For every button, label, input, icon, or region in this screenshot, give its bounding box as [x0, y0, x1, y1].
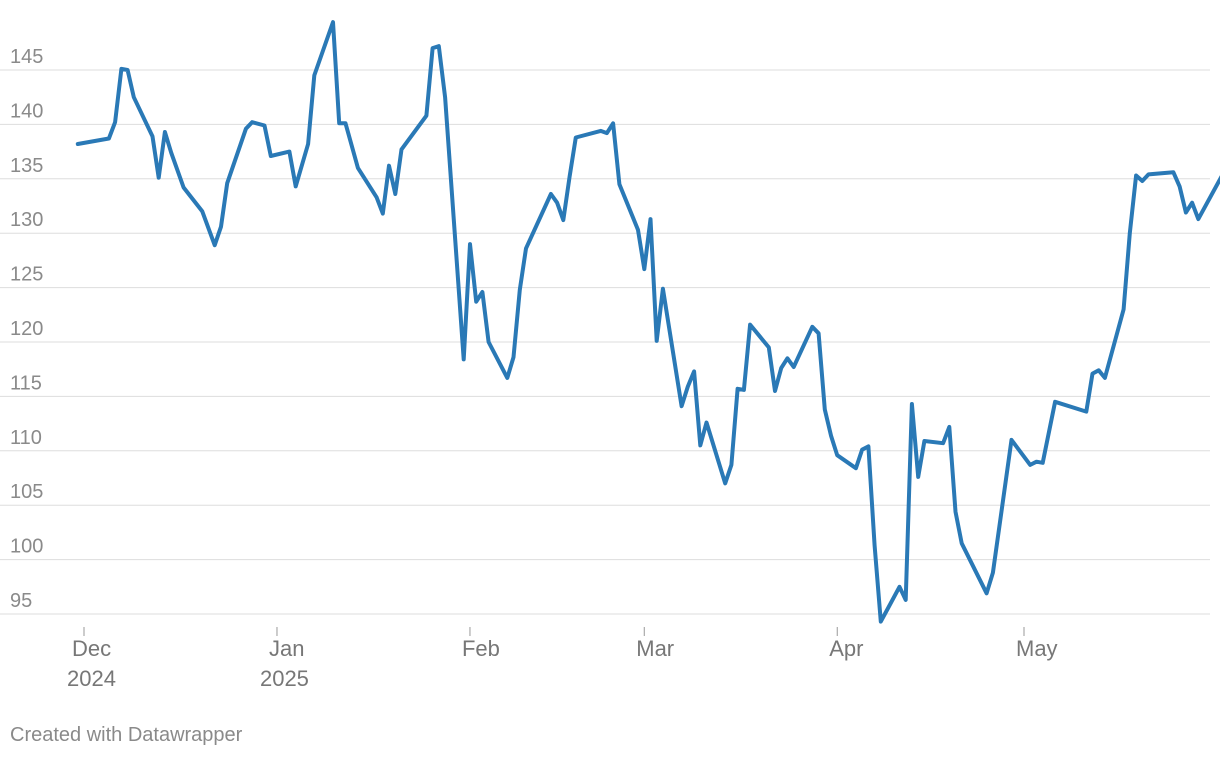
y-axis-tick-labels: 95 100 105 110 115 120 125 130 135 140 145	[10, 46, 43, 612]
x-tick-label-may: May	[1016, 636, 1058, 661]
y-tick-label-125: 125	[10, 264, 43, 286]
y-tick-label-100: 100	[10, 536, 43, 558]
y-tick-label-115: 115	[10, 372, 42, 394]
y-tick-label-140: 140	[10, 100, 43, 122]
series-line-0	[75, 20, 1220, 624]
series-layer	[75, 20, 1220, 624]
x-tick-label-jan: Jan	[269, 636, 304, 661]
x-tick-sublabel-2025: 2025	[260, 666, 309, 691]
y-tick-label-95: 95	[10, 590, 32, 612]
x-axis: Dec 2024 Jan 2025 Feb Mar Apr May	[67, 627, 1058, 691]
y-tick-label-105: 105	[10, 481, 43, 503]
y-tick-label-130: 130	[10, 209, 43, 231]
x-tick-label-feb: Feb	[462, 636, 500, 661]
x-tick-label-dec: Dec	[72, 636, 111, 661]
x-tick-sublabel-2024: 2024	[67, 666, 116, 691]
y-tick-label-135: 135	[10, 155, 43, 177]
x-tick-label-mar: Mar	[636, 636, 674, 661]
y-tick-label-120: 120	[10, 318, 43, 340]
y-tick-label-110: 110	[10, 427, 42, 449]
y-tick-label-145: 145	[10, 46, 43, 68]
datawrapper-credit: Created with Datawrapper	[10, 724, 243, 746]
x-tick-label-apr: Apr	[829, 636, 863, 661]
gridlines	[0, 69, 1210, 615]
